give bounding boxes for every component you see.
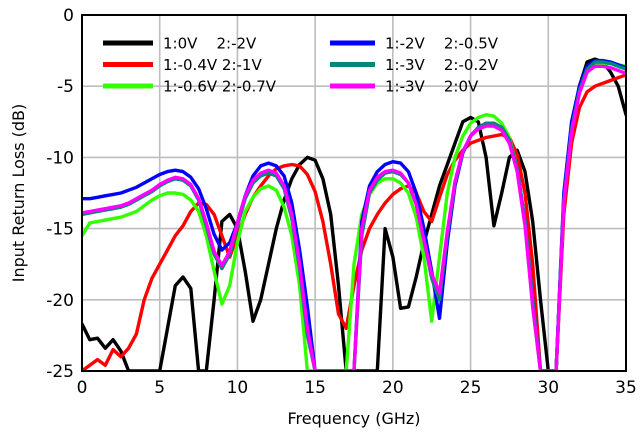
x-axis-label: Frequency (GHz)	[287, 409, 420, 428]
x-tick-label: 25	[460, 378, 482, 398]
legend-swatch	[330, 84, 375, 89]
y-axis-label: Input Return Loss (dB)	[9, 104, 28, 283]
legend-swatch	[103, 84, 153, 89]
x-tick-label: 0	[77, 378, 88, 398]
x-tick-label: 5	[154, 378, 165, 398]
legend-label: 1:-2V 2:-0.5V	[385, 35, 499, 53]
x-tick-label: 10	[227, 378, 249, 398]
x-tick-label: 15	[304, 378, 326, 398]
y-tick-label: -5	[57, 77, 74, 97]
y-tick-label: -15	[46, 220, 74, 240]
legend-label: 1:-3V 2:-0.2V	[385, 56, 499, 74]
y-tick-label: -20	[46, 291, 74, 311]
legend-swatch	[330, 62, 375, 67]
legend-swatch	[330, 41, 375, 46]
legend-label: 1:-3V 2:0V	[385, 78, 479, 96]
x-tick-label: 35	[615, 378, 637, 398]
y-tick-label: -10	[46, 148, 74, 168]
legend-swatch	[103, 62, 153, 67]
x-tick-label: 30	[537, 378, 559, 398]
x-tick-label: 20	[382, 378, 404, 398]
legend-swatch	[103, 41, 153, 46]
legend-label: 1:-0.6V 2:-0.7V	[163, 78, 277, 96]
y-tick-label: -25	[46, 362, 74, 382]
legend-label: 1:-0.4V 2:-1V	[163, 56, 262, 74]
y-tick-label: 0	[63, 6, 74, 26]
legend-label: 1:0V 2:-2V	[163, 35, 257, 53]
